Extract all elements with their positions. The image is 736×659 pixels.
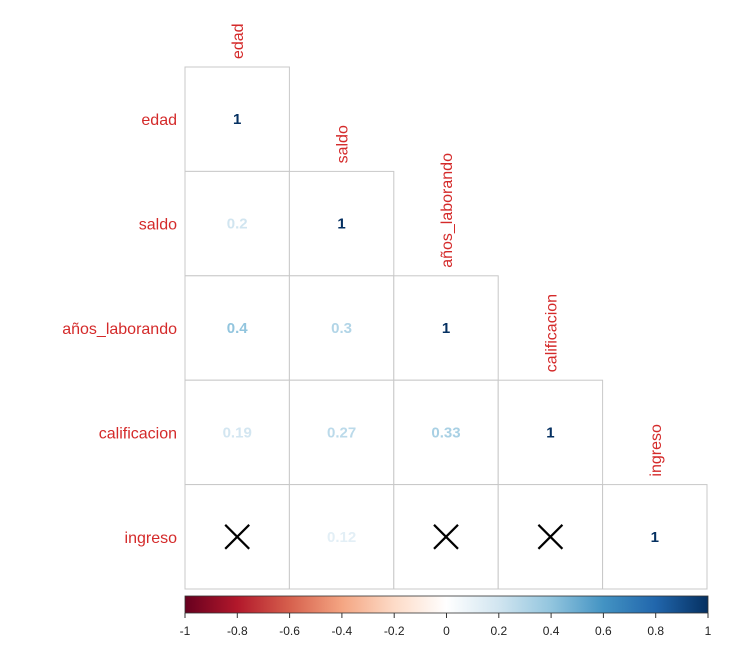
row-labels: edad saldo años_laborando calificacion ingre… — [62, 112, 177, 547]
cell-value: 1 — [337, 216, 345, 233]
cell-saldo-edad — [184, 170, 290, 277]
colorbar-tick-label: -0.6 — [279, 624, 300, 638]
cell-value: 0.33 — [431, 424, 460, 441]
matrix-values: 1 0.2 1 0.4 0.3 1 0.19 0.27 0.33 1 0.12 1 — [223, 111, 659, 546]
cell-value: 0.27 — [327, 424, 356, 441]
colorbar-tick-label: 0 — [443, 624, 450, 638]
colorbar-tick-label: 0.6 — [595, 624, 612, 638]
insignificant-markers — [224, 524, 564, 550]
column-label: calificacion — [543, 294, 560, 372]
colorbar-tick-label: -1 — [180, 624, 191, 638]
column-label: ingreso — [648, 424, 665, 477]
cell-anos-laborando-edad — [184, 275, 290, 381]
cell-value: 1 — [546, 424, 554, 441]
cell-calificacion-calificacion — [497, 379, 604, 486]
cell-value: 0.19 — [223, 424, 252, 441]
cell-value: 1 — [651, 529, 659, 546]
cell-anos-laborando-anos-laborando — [393, 275, 499, 381]
colorbar-tick-label: -0.8 — [227, 624, 248, 638]
column-labels: edad saldo años_laborando calificacion ingre… — [230, 23, 665, 476]
cell-value: 1 — [442, 320, 450, 337]
cell-value: 0.12 — [327, 529, 356, 546]
cell-edad-edad — [184, 66, 290, 172]
cell-ingreso-ingreso — [602, 484, 708, 590]
cell-value: 0.4 — [227, 320, 249, 337]
row-label: años_laborando — [62, 321, 177, 338]
cell-ingreso-calificacion — [497, 484, 604, 590]
row-label: saldo — [139, 217, 177, 234]
column-label: años_laborando — [439, 153, 456, 268]
cell-anos-laborando-saldo — [288, 275, 395, 381]
colorbar-tick-label: 0.4 — [543, 624, 560, 638]
colorbar-tick-label: -0.2 — [384, 624, 405, 638]
column-label: saldo — [335, 125, 352, 163]
cell-ingreso-saldo — [288, 484, 395, 590]
row-label: edad — [141, 112, 177, 129]
cell-value: 0.2 — [227, 216, 248, 233]
colorbar: -1 -0.8 -0.6 -0.4 -0.2 0 0.2 0.4 0.6 0.8 1 — [180, 595, 712, 638]
insignificant-marker — [224, 524, 250, 550]
colorbar-tick-label: -0.4 — [332, 624, 353, 638]
colorbar-gradient — [184, 595, 709, 614]
row-label: calificacion — [99, 425, 177, 442]
cell-value: 1 — [233, 111, 241, 128]
cell-value: 0.3 — [331, 320, 352, 337]
colorbar-tick-label: 0.2 — [490, 624, 507, 638]
cell-saldo-saldo — [288, 170, 395, 277]
row-label: ingreso — [125, 530, 178, 547]
insignificant-marker — [537, 524, 564, 550]
insignificant-marker — [433, 524, 459, 550]
cell-calificacion-saldo — [288, 379, 395, 486]
colorbar-tick-label: 1 — [705, 624, 712, 638]
colorbar-tick-label: 0.8 — [647, 624, 664, 638]
column-label: edad — [230, 23, 247, 59]
